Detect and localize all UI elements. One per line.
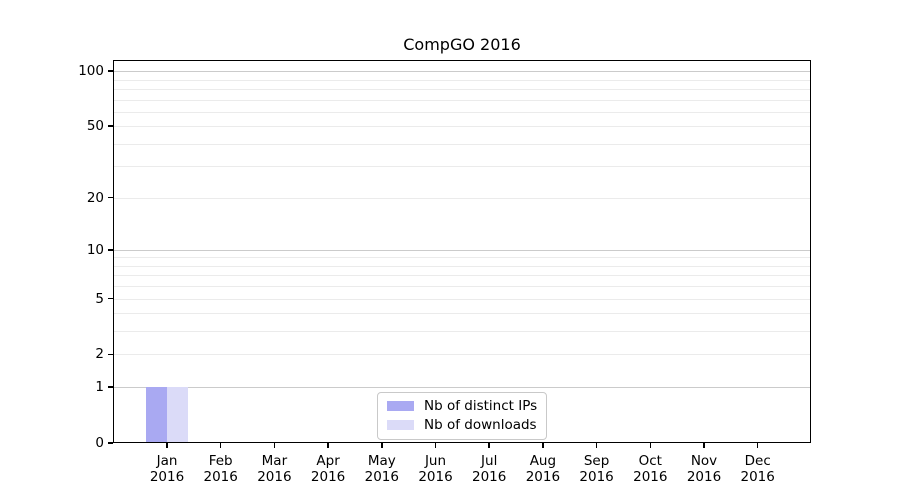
x-tick-label: May 2016 — [365, 453, 399, 485]
x-tick-label: Apr 2016 — [311, 453, 345, 485]
x-tick-month: Jan — [156, 453, 178, 469]
major-gridline — [114, 71, 810, 73]
x-tick-month: Jun — [424, 453, 447, 469]
x-tick-month: Nov — [690, 453, 718, 469]
minor-gridline — [114, 166, 810, 168]
bar-nb-of-distinct-ips — [146, 387, 167, 442]
minor-gridline — [114, 265, 810, 267]
y-tick-mark — [108, 70, 113, 72]
minor-gridline — [114, 99, 810, 101]
minor-gridline — [114, 111, 810, 113]
y-tick-label: 50 — [86, 118, 104, 135]
minor-gridline — [114, 197, 810, 199]
minor-gridline — [114, 126, 810, 128]
minor-gridline — [114, 143, 810, 145]
x-tick-month: May — [367, 453, 396, 469]
major-gridline — [114, 249, 810, 251]
x-tick-month: Sep — [583, 453, 610, 469]
x-tick-year: 2016 — [525, 469, 561, 485]
chart-title: CompGO 2016 — [403, 35, 521, 54]
x-tick-year: 2016 — [203, 469, 238, 485]
x-tick-year: 2016 — [686, 469, 722, 485]
legend-entry: Nb of distinct IPs — [387, 397, 537, 415]
x-tick-month: Mar — [261, 453, 288, 469]
x-tick-label: Jan 2016 — [150, 453, 184, 485]
x-tick-month: Jul — [481, 453, 498, 469]
y-tick-label: 0 — [95, 435, 104, 451]
y-tick-mark — [108, 442, 113, 444]
legend-label: Nb of downloads — [424, 417, 537, 433]
minor-gridline — [114, 354, 810, 356]
y-tick-label: 20 — [86, 189, 104, 206]
y-tick-mark — [108, 386, 113, 388]
x-tick-month: Apr — [316, 453, 340, 469]
x-tick-year: 2016 — [364, 469, 399, 485]
x-tick-year: 2016 — [149, 469, 185, 485]
x-tick-year: 2016 — [310, 469, 346, 485]
x-tick-label: Oct 2016 — [633, 453, 667, 485]
x-tick-mark — [595, 443, 598, 448]
x-tick-year: 2016 — [257, 469, 292, 485]
x-tick-mark — [166, 443, 168, 448]
x-tick-year: 2016 — [740, 469, 775, 485]
y-tick-mark — [108, 196, 113, 199]
x-tick-month: Aug — [529, 453, 557, 469]
x-tick-mark — [434, 443, 437, 448]
x-tick-label: Nov 2016 — [687, 453, 721, 485]
minor-gridline — [114, 286, 810, 288]
x-tick-mark — [273, 443, 276, 448]
minor-gridline — [114, 88, 810, 90]
minor-gridline — [114, 79, 810, 81]
x-tick-year: 2016 — [579, 469, 614, 485]
x-tick-mark — [327, 443, 329, 448]
x-tick-label: Jun 2016 — [418, 453, 452, 485]
legend-entry: Nb of downloads — [387, 416, 537, 434]
legend-label: Nb of distinct IPs — [424, 398, 538, 414]
bar-nb-of-downloads — [167, 387, 188, 442]
x-tick-year: 2016 — [633, 469, 668, 485]
x-tick-month: Oct — [638, 453, 662, 469]
x-tick-label: Jul 2016 — [472, 453, 506, 485]
minor-gridline — [114, 275, 810, 277]
y-tick-mark — [108, 125, 113, 127]
x-tick-label: Aug 2016 — [526, 453, 560, 485]
y-tick-label: 100 — [78, 63, 104, 80]
legend: Nb of distinct IPs Nb of downloads — [377, 392, 548, 440]
x-tick-year: 2016 — [418, 469, 453, 485]
y-tick-label: 5 — [95, 290, 104, 307]
legend-swatch — [387, 420, 414, 430]
legend-swatch — [387, 401, 414, 411]
x-tick-year: 2016 — [472, 469, 507, 485]
x-tick-mark — [542, 443, 544, 448]
major-gridline — [114, 387, 810, 389]
x-tick-label: Sep 2016 — [579, 453, 613, 485]
y-tick-mark — [108, 249, 113, 251]
x-tick-label: Feb 2016 — [204, 453, 238, 485]
x-tick-label: Dec 2016 — [741, 453, 775, 485]
minor-gridline — [114, 257, 810, 259]
x-tick-month: Feb — [208, 453, 233, 469]
minor-gridline — [114, 298, 810, 300]
y-tick-mark — [108, 297, 113, 300]
minor-gridline — [114, 331, 810, 333]
x-tick-label: Mar 2016 — [257, 453, 291, 485]
plot-area — [113, 60, 811, 443]
y-tick-label: 2 — [95, 346, 104, 363]
x-tick-mark — [488, 443, 490, 448]
x-tick-mark — [756, 443, 759, 448]
minor-gridline — [114, 313, 810, 315]
y-tick-mark — [108, 353, 113, 356]
x-tick-mark — [703, 443, 705, 448]
y-tick-label: 1 — [95, 379, 104, 396]
x-tick-mark — [219, 443, 222, 448]
x-tick-mark — [649, 443, 652, 448]
x-tick-mark — [381, 443, 383, 448]
y-tick-label: 10 — [86, 241, 104, 258]
x-tick-month: Dec — [744, 453, 771, 469]
